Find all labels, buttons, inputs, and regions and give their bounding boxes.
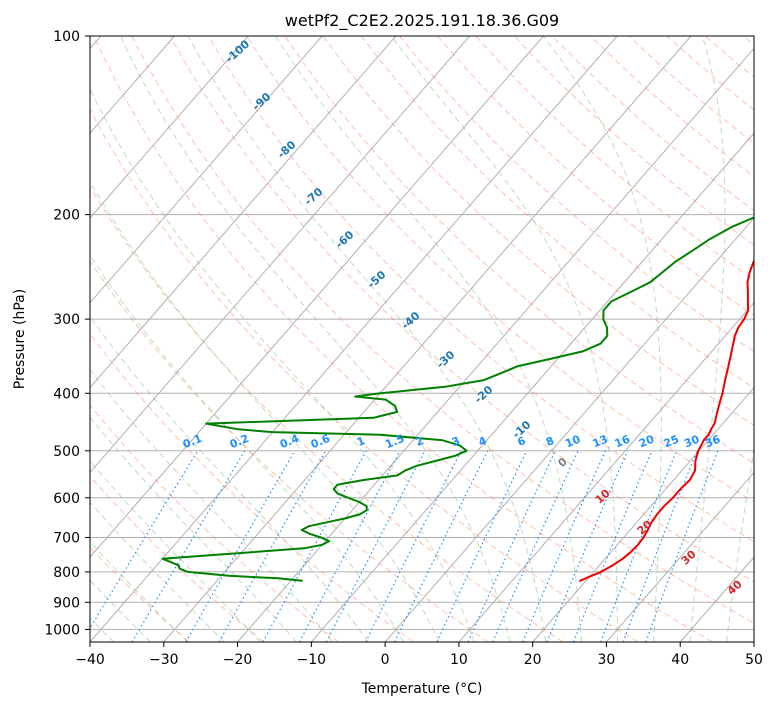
background-lines (90, 36, 754, 642)
y-tick-label: 400 (53, 386, 80, 402)
x-tick-label: −40 (75, 652, 105, 668)
moist-adiabat (90, 416, 297, 642)
mixing-ratio-line (90, 450, 199, 630)
dewpoint-profile-line (161, 216, 754, 582)
dry-adiabat (90, 546, 190, 642)
isotherm-line (163, 36, 692, 642)
moist-adiabat (726, 446, 754, 642)
plot-background (90, 36, 754, 642)
dry-adiabat (90, 404, 339, 642)
isotherm-line (532, 386, 754, 642)
dry-adiabat (90, 332, 414, 642)
mixing-ratio-line (622, 450, 698, 642)
y-tick-label: 300 (53, 312, 80, 328)
moist-adiabat (90, 254, 405, 642)
x-tick-label: 20 (524, 652, 542, 668)
mixing-ratio-label: 30 (682, 433, 701, 451)
y-tick-label: 900 (53, 595, 80, 611)
dry-adiabat (90, 260, 489, 642)
x-tick-label: 40 (671, 652, 689, 668)
isotherm-line (90, 36, 618, 642)
x-tick-label: 50 (745, 652, 763, 668)
dry-adiabat (90, 108, 639, 642)
y-axis-title: Pressure (hPa) (12, 289, 28, 389)
isotherm-line (90, 36, 249, 219)
moist-adiabat (90, 315, 369, 642)
x-tick-label: 10 (450, 652, 468, 668)
x-tick-label: −10 (297, 652, 327, 668)
moist-adiabat (90, 460, 261, 642)
isotherm-line (90, 36, 544, 558)
mixing-ratio-line (299, 450, 401, 642)
dry-adiabat (90, 185, 564, 642)
mixing-ratio-label: 25 (662, 433, 681, 451)
mixing-ratio-label: 1 (355, 434, 367, 449)
moist-adiabat (689, 36, 726, 642)
y-tick-label: 1000 (44, 622, 80, 638)
isotherm-line (90, 36, 471, 474)
temperature-profile-line (579, 258, 754, 582)
moist-adiabat (90, 541, 188, 642)
mixing-ratio-line (131, 450, 246, 642)
dry-adiabat (207, 36, 754, 543)
mixing-ratio-line (436, 450, 528, 642)
x-tick-label: 0 (381, 652, 390, 668)
moist-adiabat (90, 368, 333, 642)
mixing-ratio-label: 10 (563, 433, 582, 451)
mixing-ratio-line (394, 450, 489, 642)
y-tick-label: 800 (53, 565, 80, 581)
dry-adiabat (246, 36, 754, 503)
moist-adiabat (90, 579, 151, 642)
mixing-ratio-line (600, 450, 678, 642)
mixing-ratio-label: 8 (544, 434, 556, 449)
dry-adiabat (93, 36, 713, 642)
isotherm-line (384, 217, 754, 642)
chart-title: wetPf2_C2E2.2025.191.18.36.G09 (285, 11, 559, 31)
dry-adiabat (169, 36, 754, 583)
moist-adiabat (187, 36, 547, 642)
moist-adiabat (120, 36, 511, 642)
dry-adiabat (131, 36, 754, 624)
mixing-ratio-line (645, 450, 719, 642)
mixing-ratio-label: 16 (613, 433, 632, 451)
y-tick-label: 200 (53, 208, 80, 224)
mixing-ratio-label: 3 (450, 434, 462, 449)
mixing-ratio-label: 36 (703, 433, 722, 451)
moist-adiabat (275, 36, 582, 642)
isotherm-line (90, 36, 397, 389)
isotherm-line (606, 471, 754, 642)
mixing-ratio-line (262, 450, 367, 642)
moist-adiabat (90, 87, 475, 642)
mixing-ratio-line (467, 450, 556, 642)
mixing-ratio-label: 13 (591, 433, 610, 451)
x-tick-label: −30 (149, 652, 179, 668)
mixing-ratio-label: 20 (637, 433, 656, 451)
axes: −40 −30 −20 −10 0 10 20 30 40 50 100 200 300 400 500 60… (44, 29, 763, 668)
moist-adiabat (90, 501, 225, 642)
dry-adiabat (437, 36, 754, 317)
isotherm-line (458, 302, 754, 642)
profile-series (161, 216, 754, 582)
y-tick-label: 700 (53, 531, 80, 547)
x-tick-label: 30 (598, 652, 616, 668)
x-axis-title: Temperature (°C) (361, 681, 483, 697)
dry-adiabat (399, 36, 754, 353)
y-tick-label: 600 (53, 491, 80, 507)
dry-adiabat (90, 475, 265, 642)
y-tick-label: 100 (53, 29, 80, 45)
isotherm-line (90, 36, 323, 304)
isotherm-line (237, 47, 754, 642)
y-tick-label: 500 (53, 444, 80, 460)
x-tick-label: −20 (223, 652, 253, 668)
plot-frame (89, 35, 755, 643)
mixing-ratio-label: 2 (414, 434, 426, 449)
